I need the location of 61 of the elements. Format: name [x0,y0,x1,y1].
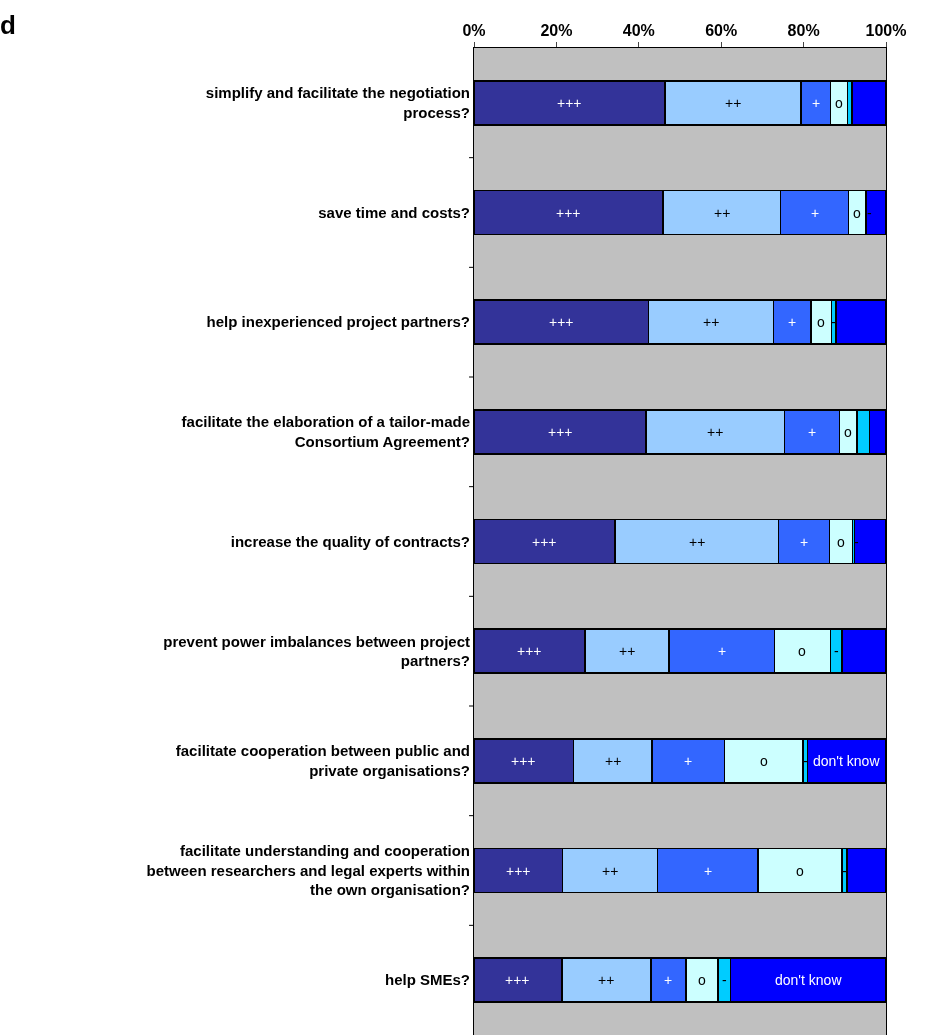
data-label: ++ [707,424,724,440]
data-label: - [803,753,808,769]
data-label: ++ [598,972,615,988]
data-label: + [811,205,820,221]
x-tick-label: 60% [705,21,738,39]
data-label: - [854,534,859,550]
data-label: +++ [549,314,574,330]
data-label: + [704,863,713,879]
data-label: +++ [505,972,530,988]
text: d [0,9,16,40]
x-tick-label: 100% [865,21,907,39]
data-label: don't know [775,972,843,988]
x-tick-label: 40% [622,21,655,39]
data-label: +++ [548,424,573,440]
data-label: o [798,643,806,659]
y-tick-label: facilitate cooperation between public and private organisations? [175,742,470,779]
data-label: o [796,863,804,879]
x-tick-label: 20% [540,21,573,39]
data-label: +++ [517,643,542,659]
y-tick-label: prevent power imbalances between project partners? [163,632,470,670]
data-label: - [834,643,839,659]
data-label: don't know [813,753,881,769]
x-tick-label: 80% [787,21,820,39]
data-label: + [808,424,817,440]
data-label: ++ [714,205,731,221]
data-label: - [722,972,727,988]
y-tick-label: increase the quality of contracts? [230,532,470,550]
data-label: ++ [619,643,636,659]
y-tick-label: help SMEs? [384,971,470,989]
y-tick-label: simplify and facilitate the negotiation process? [205,84,470,121]
data-label: ++ [689,534,706,550]
x-tick-label: 0% [462,21,486,39]
data-label: + [800,534,809,550]
data-label: + [812,95,821,111]
data-label: + [684,753,693,769]
data-label: o [853,205,861,221]
data-label: +++ [556,205,581,221]
data-label: o [835,95,843,111]
y-tick-label: facilitate understanding and cooperation between researchers and legal experts within the own organisation? [146,842,470,899]
data-label: +++ [511,753,536,769]
data-label: ++ [703,314,720,330]
data-label: o [844,424,852,440]
data-label: + [664,972,673,988]
data-label: - [867,205,872,221]
y-tick-label: help inexperienced project partners? [206,313,470,331]
data-label: ++ [605,753,622,769]
data-label: +++ [532,534,557,550]
data-label: o [837,534,845,550]
data-label: ++ [725,95,742,111]
data-label: + [788,314,797,330]
data-label: o [760,753,768,769]
data-label: +++ [506,863,531,879]
data-label: o [698,972,706,988]
data-label: + [718,643,727,659]
y-tick-label: save time and costs? [318,203,470,221]
data-label: o [817,314,825,330]
y-tick-label: facilitate the elaboration of a tailor-made Consortium Agreement? [181,413,470,450]
data-label: - [831,314,836,330]
data-label: +++ [557,95,582,111]
data-label: ++ [602,863,619,879]
data-label: - [842,863,847,879]
